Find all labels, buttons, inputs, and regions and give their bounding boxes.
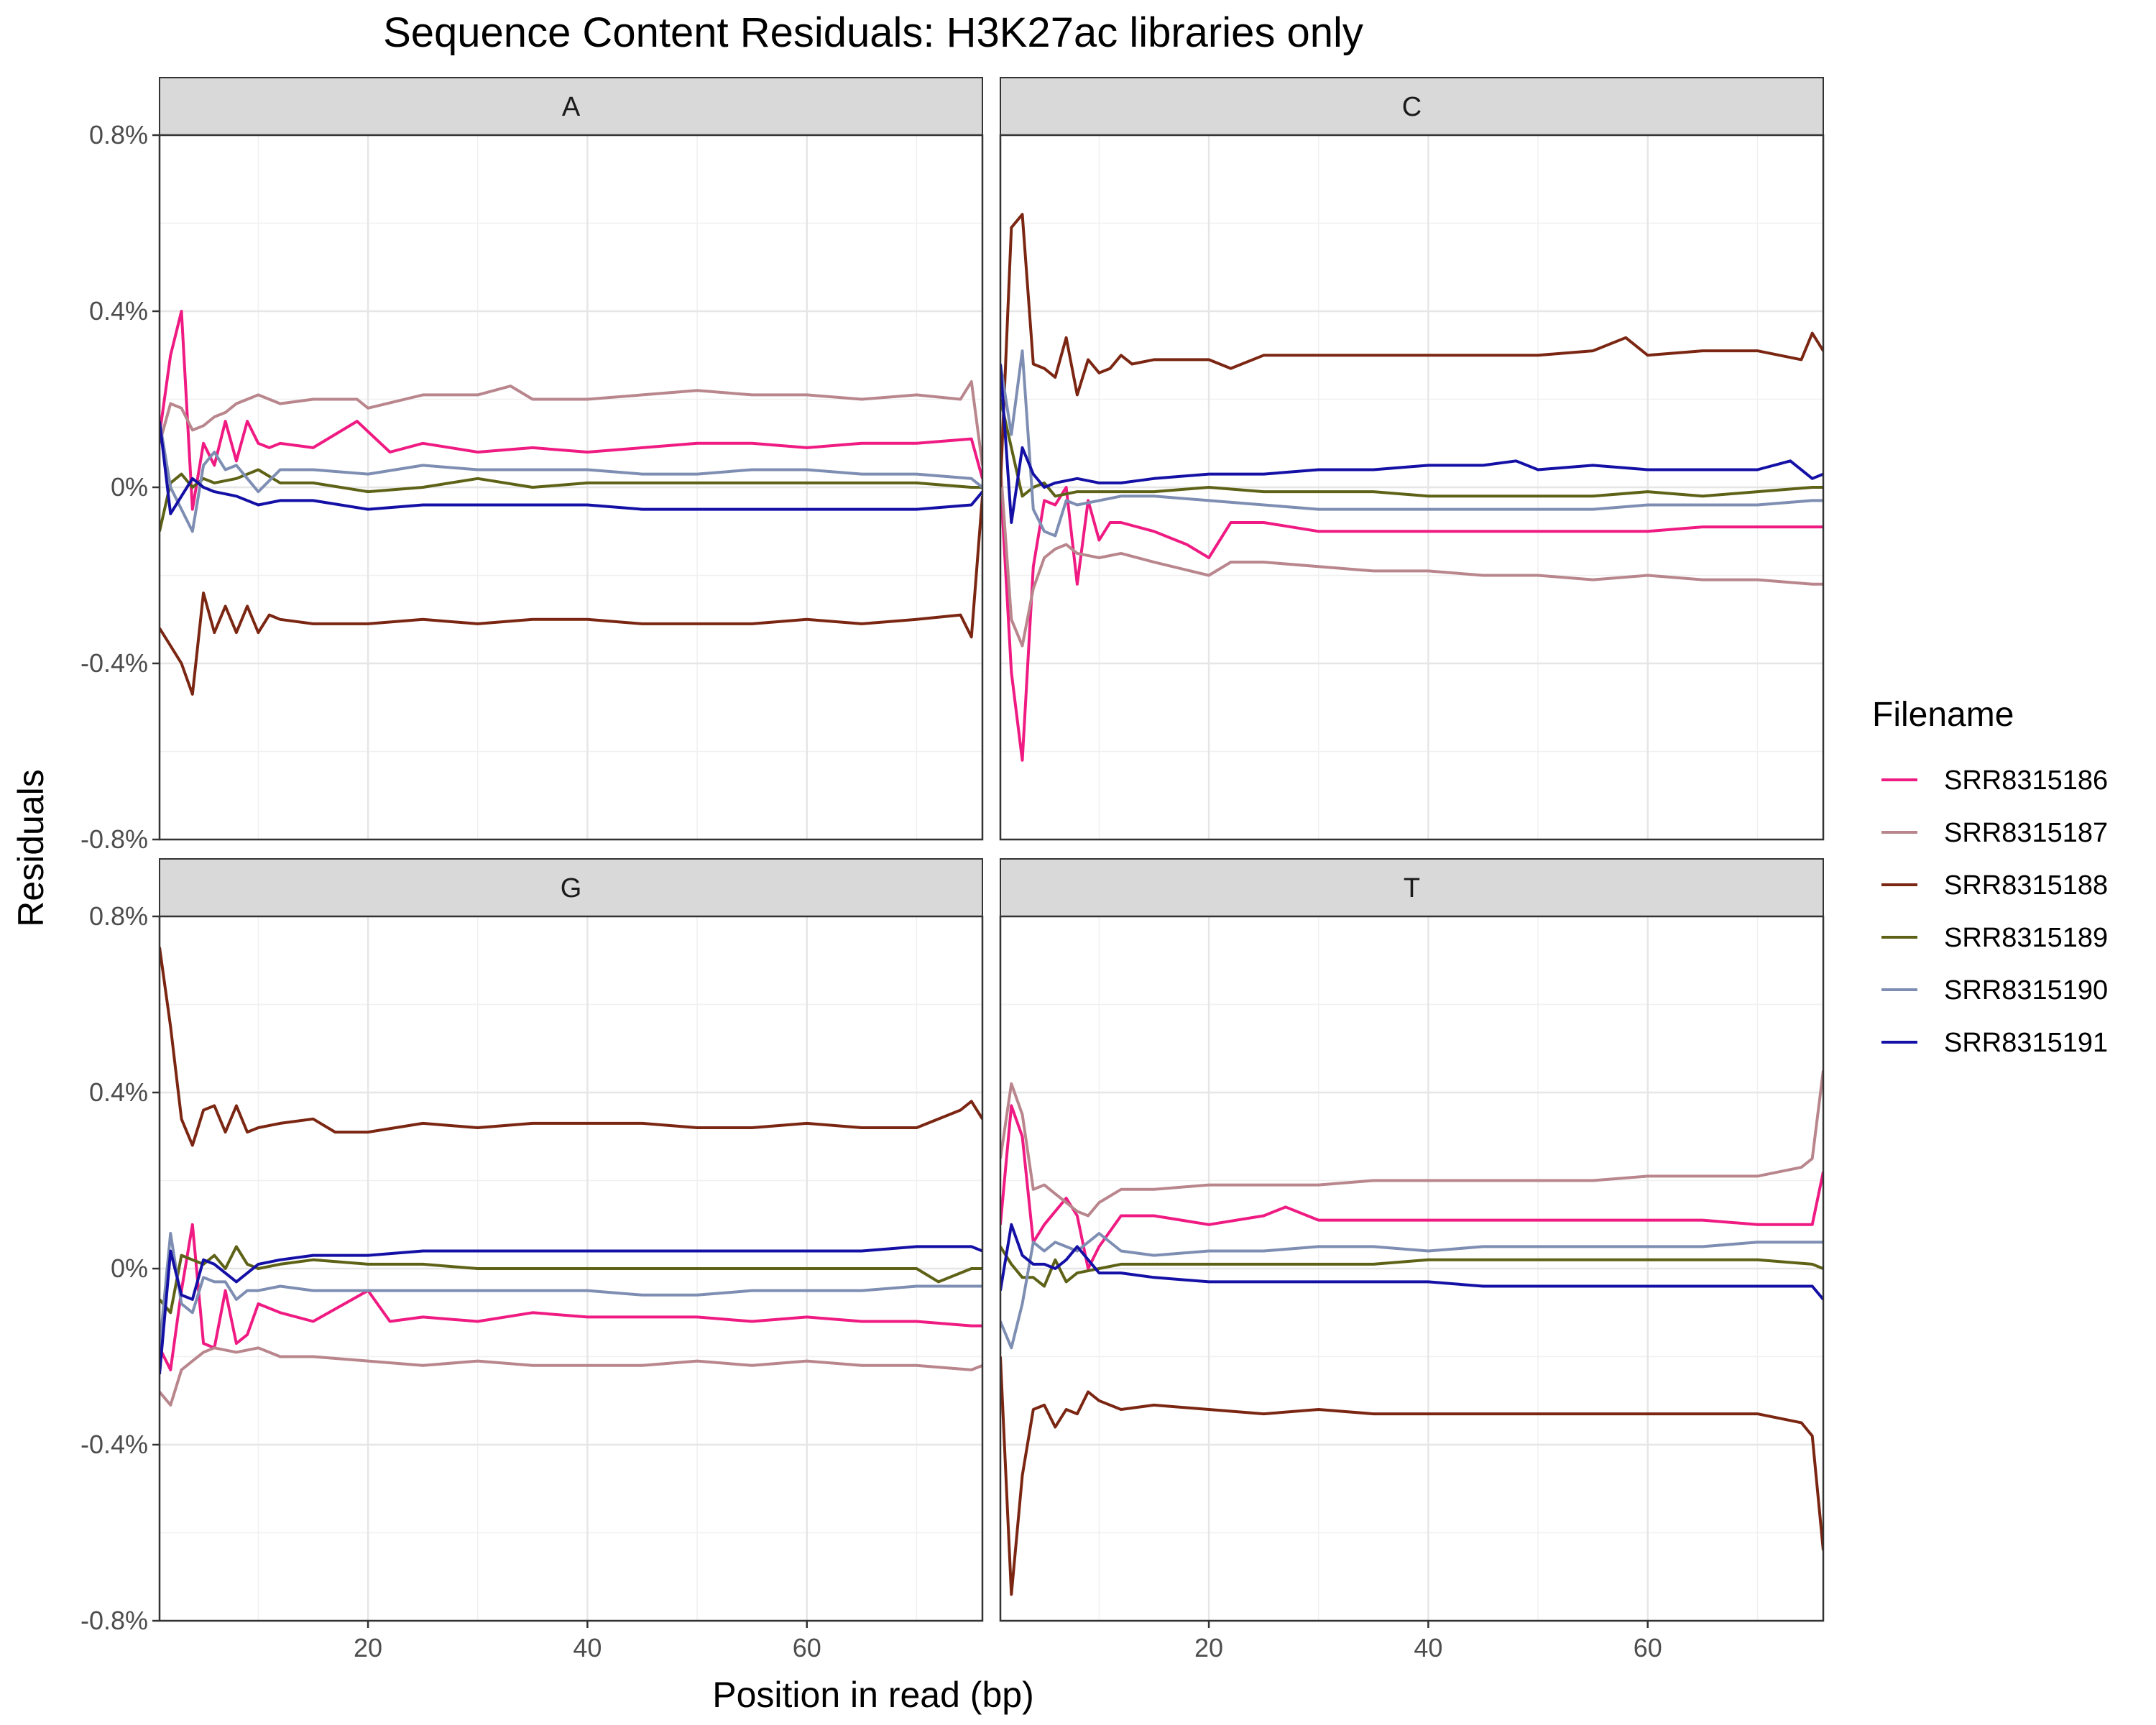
panel-border (999, 915, 1825, 1622)
series-lines (1000, 213, 1823, 762)
legend-label: SRR8315189 (1944, 923, 2108, 953)
series-line-SRR8315188 (1000, 213, 1823, 488)
series-line-SRR8315191 (1000, 1223, 1823, 1301)
facet-strip (159, 858, 983, 917)
y-tick-label: 0.4% (89, 1077, 148, 1107)
panel-C: C (999, 77, 1825, 841)
panel-A: A -0.8% -0.4% 0% 0.4% 0.8% (80, 77, 984, 854)
facet-strip-label: A (562, 92, 581, 122)
y-tick-label: 0% (111, 1254, 148, 1283)
y-tick-label: -0.4% (80, 1430, 148, 1459)
series-line-SRR8315190 (160, 420, 982, 533)
facet-strip-label: T (1404, 873, 1420, 903)
series-line-SRR8315189 (1000, 1246, 1823, 1288)
x-axis-title: Position in read (bp) (712, 1675, 1033, 1715)
facet-strip (1000, 77, 1824, 136)
series-line-SRR8315186 (160, 1223, 982, 1371)
y-axis-title: Residuals (11, 769, 51, 927)
panel-G: G -0.8% -0.4% 0% 0.4% 0.8% 20 40 60 (80, 858, 984, 1662)
chart-title: Sequence Content Residuals: H3K27ac libr… (383, 9, 1363, 56)
y-tick-label: 0.8% (89, 901, 148, 931)
series-line-SRR8315186 (1000, 1104, 1823, 1270)
series-lines (160, 310, 982, 696)
y-tick-label: 0.8% (89, 120, 148, 150)
x-tick-label: 20 (354, 1633, 382, 1662)
legend-label: SRR8315191 (1944, 1028, 2108, 1058)
legend-item-SRR8315189: SRR8315189 (1881, 923, 2108, 953)
series-lines (1000, 1070, 1823, 1596)
series-line-SRR8315187 (1000, 1070, 1823, 1218)
y-tick-label: 0.4% (89, 296, 148, 326)
legend-item-SRR8315186: SRR8315186 (1881, 765, 2108, 796)
series-line-SRR8315190 (160, 1232, 982, 1348)
x-tick-label: 40 (1414, 1633, 1442, 1662)
legend-label: SRR8315186 (1944, 765, 2108, 796)
legend-title: Filename (1872, 696, 2014, 734)
series-line-SRR8315187 (160, 1346, 982, 1407)
legend-item-SRR8315190: SRR8315190 (1881, 975, 2108, 1006)
series-line-SRR8315190 (1000, 349, 1823, 538)
legend: Filename SRR8315186 SRR8315187 SRR8315188 S… (1872, 696, 2108, 1058)
panels: A -0.8% -0.4% 0% 0.4% 0.8% C G -0.8% -0.4% 0% 0.4% 0… (80, 77, 1825, 1662)
legend-label: SRR8315187 (1944, 818, 2108, 848)
legend-label: SRR8315190 (1944, 975, 2108, 1006)
facet-strip-label: C (1402, 92, 1422, 122)
x-tick-label: 60 (793, 1633, 821, 1662)
series-line-SRR8315188 (1000, 1356, 1823, 1596)
y-tick-label: 0% (111, 472, 148, 502)
legend-item-SRR8315191: SRR8315191 (1881, 1028, 2108, 1058)
series-line-SRR8315186 (160, 310, 982, 511)
series-line-SRR8315188 (160, 496, 982, 696)
x-tick-label: 60 (1634, 1633, 1662, 1662)
legend-item-SRR8315187: SRR8315187 (1881, 818, 2108, 848)
panel-T: T 20 40 60 (999, 858, 1825, 1662)
facet-strip-label: G (561, 873, 582, 903)
series-line-SRR8315189 (160, 1245, 982, 1315)
x-tick-label: 40 (573, 1633, 602, 1662)
series-line-SRR8315191 (160, 420, 982, 515)
series-line-SRR8315188 (160, 947, 982, 1147)
series-lines (160, 947, 982, 1407)
panel-border (999, 134, 1825, 841)
series-line-SRR8315187 (160, 380, 982, 466)
series-line-SRR8315191 (160, 1245, 982, 1375)
x-tick-label: 20 (1194, 1633, 1223, 1662)
facet-strip (159, 77, 983, 136)
series-line-SRR8315191 (1000, 364, 1823, 524)
legend-item-SRR8315188: SRR8315188 (1881, 870, 2108, 901)
legend-label: SRR8315188 (1944, 870, 2108, 901)
y-tick-label: -0.8% (80, 1606, 148, 1635)
y-tick-label: -0.8% (80, 824, 148, 854)
series-line-SRR8315187 (1000, 465, 1823, 648)
series-line-SRR8315190 (1000, 1232, 1823, 1350)
series-line-SRR8315186 (1000, 478, 1823, 762)
facet-strip (1000, 858, 1824, 917)
y-tick-label: -0.4% (80, 648, 148, 678)
